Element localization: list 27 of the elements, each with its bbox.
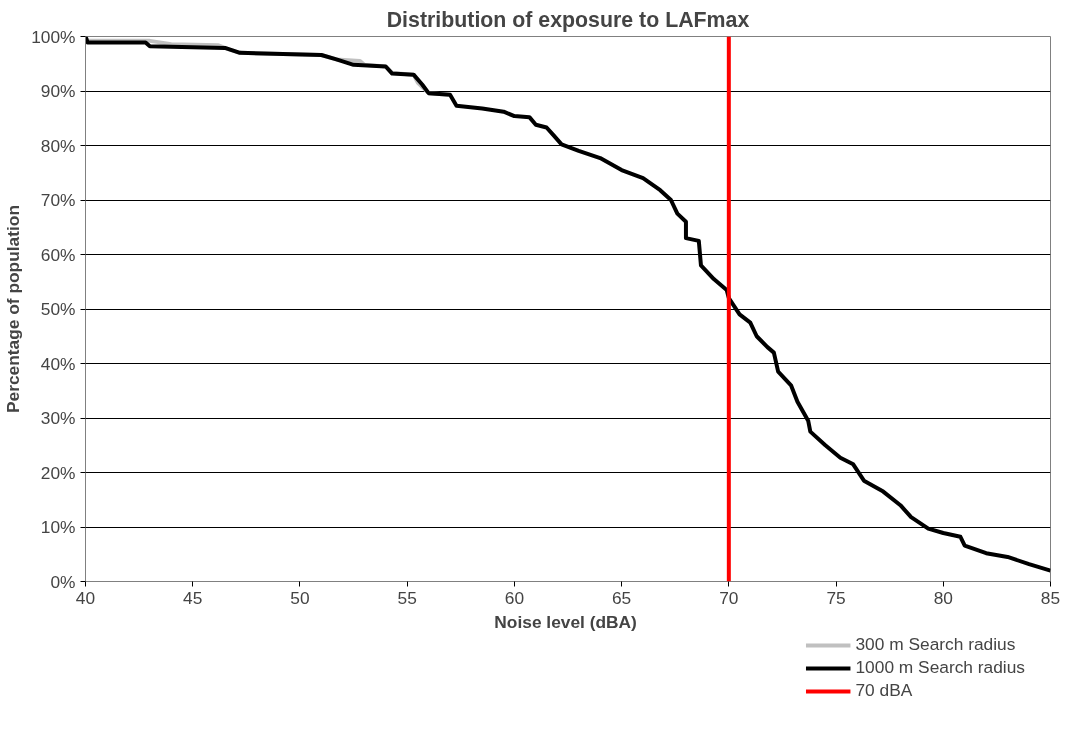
x-tick-label: 55 <box>397 587 417 608</box>
y-tick-label: 0% <box>50 571 76 592</box>
x-tick-label: 80 <box>933 587 953 608</box>
legend-label: 1000 m Search radius <box>855 657 1025 678</box>
x-tick-label: 45 <box>183 587 203 608</box>
y-tick-label: 70% <box>40 190 76 210</box>
x-tick-label: 50 <box>290 587 310 608</box>
chart-title: Distribution of exposure to LAFmax <box>386 7 750 32</box>
y-axis-title: Percentage of population <box>3 205 24 413</box>
x-tick-label: 85 <box>1040 587 1061 608</box>
legend-label: 300 m Search radius <box>855 634 1016 655</box>
y-tick-label: 10% <box>40 517 76 537</box>
y-tick-label: 20% <box>40 462 76 483</box>
legend-label: 70 dBA <box>855 680 913 701</box>
y-tick-label: 90% <box>40 81 76 101</box>
y-tick-label: 50% <box>40 299 76 319</box>
x-axis-title: Noise level (dBA) <box>494 611 637 632</box>
y-tick-label: 100% <box>31 26 76 47</box>
y-tick-label: 30% <box>40 408 76 428</box>
y-tick-label: 60% <box>40 244 76 265</box>
y-tick-label: 40% <box>40 353 76 374</box>
y-tick-label: 80% <box>40 135 76 156</box>
x-tick-label: 70 <box>719 587 739 608</box>
x-tick-label: 65 <box>611 587 632 608</box>
x-tick-label: 60 <box>504 587 525 608</box>
x-tick-label: 40 <box>75 587 96 608</box>
x-tick-label: 75 <box>826 587 846 608</box>
